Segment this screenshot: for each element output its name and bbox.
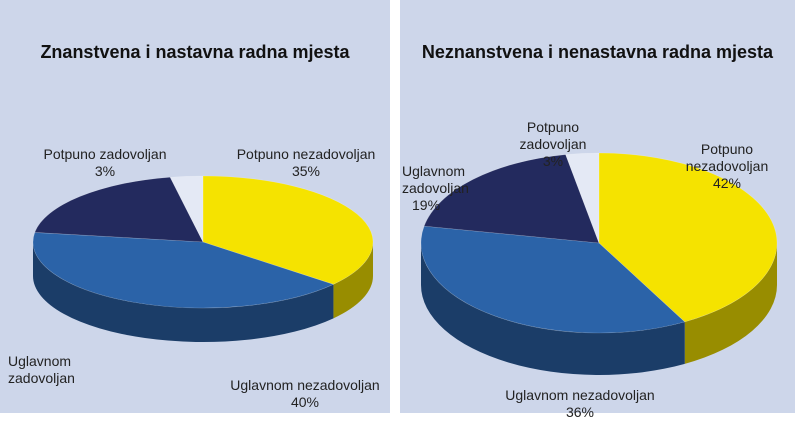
chart-panel-right: Neznanstvena i nenastavna radna mjesta P… (400, 0, 795, 420)
pie-slice-potpuno-nezadovoljan (202, 175, 374, 285)
pie-slice-uglavnom-zadovoljan (34, 176, 204, 243)
pie-side-uglavnom-nezadovoljan (33, 242, 334, 342)
pie-slice-uglavnom-nezadovoljan (32, 232, 335, 309)
pie-slice-potpuno-zadovoljan (565, 152, 600, 244)
slice-label-potpuno-nezadovoljan-right: Potpuno nezadovoljan 42% (672, 141, 782, 192)
panel-divider (390, 0, 400, 413)
slice-value-text: 42% (712, 175, 742, 191)
pie-slice-potpuno-nezadovoljan (598, 152, 778, 323)
slice-label-text: Uglavnom zadovoljan (402, 163, 469, 196)
pie-side-potpuno-nezadovoljan (684, 243, 777, 364)
pie-side-uglavnom-nezadovoljan (421, 243, 685, 376)
pie-top (420, 152, 778, 334)
slice-label-uglavnom-zadovoljan-left: Uglavnom zadovoljan (8, 353, 98, 387)
slice-label-uglavnom-nezadovoljan-left: Uglavnom nezadovoljan 40% (215, 377, 395, 411)
chart-title-right: Neznanstvena i nenastavna radna mjesta (421, 42, 774, 62)
slice-label-text: Uglavnom nezadovoljan (230, 377, 380, 393)
slice-label-uglavnom-nezadovoljan-right: Uglavnom nezadovoljan 36% (480, 387, 680, 421)
slice-value-text: 3% (94, 163, 116, 179)
slice-label-potpuno-zadovoljan-left: Potpuno zadovoljan 3% (20, 146, 190, 180)
slice-value-text: 40% (290, 394, 320, 410)
pie-slice-uglavnom-zadovoljan (423, 154, 600, 244)
slice-label-uglavnom-zadovoljan-right: Uglavnom zadovoljan 19% (402, 163, 488, 214)
pie-side-walls (33, 242, 373, 342)
slice-label-text: Potpuno zadovoljan (43, 146, 167, 162)
chart-title-left: Znanstvena i nastavna radna mjesta (40, 42, 350, 62)
pie-side-walls (421, 243, 777, 376)
pie-chart-right (420, 152, 778, 376)
slice-label-text: Potpuno zadovoljan (519, 119, 587, 152)
slice-label-text: Uglavnom nezadovoljan (505, 387, 655, 403)
slice-value-text: 3% (542, 153, 564, 169)
slice-label-text: Potpuno nezadovoljan (685, 141, 769, 174)
pie-top (32, 175, 374, 309)
pie-slice-uglavnom-nezadovoljan (420, 225, 686, 334)
slice-label-potpuno-nezadovoljan-left: Potpuno nezadovoljan 35% (218, 146, 394, 180)
slice-value-text: 35% (291, 163, 321, 179)
slice-value-text: 19% (412, 197, 441, 213)
slice-label-text: Potpuno nezadovoljan (236, 146, 376, 162)
pie-side-potpuno-nezadovoljan (333, 242, 373, 319)
slice-label-potpuno-zadovoljan-right: Potpuno zadovoljan 3% (508, 119, 598, 170)
pie-slice-potpuno-zadovoljan (169, 175, 204, 243)
pie-chart-left (32, 175, 374, 342)
chart-panel-left: Znanstvena i nastavna radna mjesta Potpu… (0, 0, 390, 413)
slice-label-text: Uglavnom zadovoljan (8, 353, 75, 386)
